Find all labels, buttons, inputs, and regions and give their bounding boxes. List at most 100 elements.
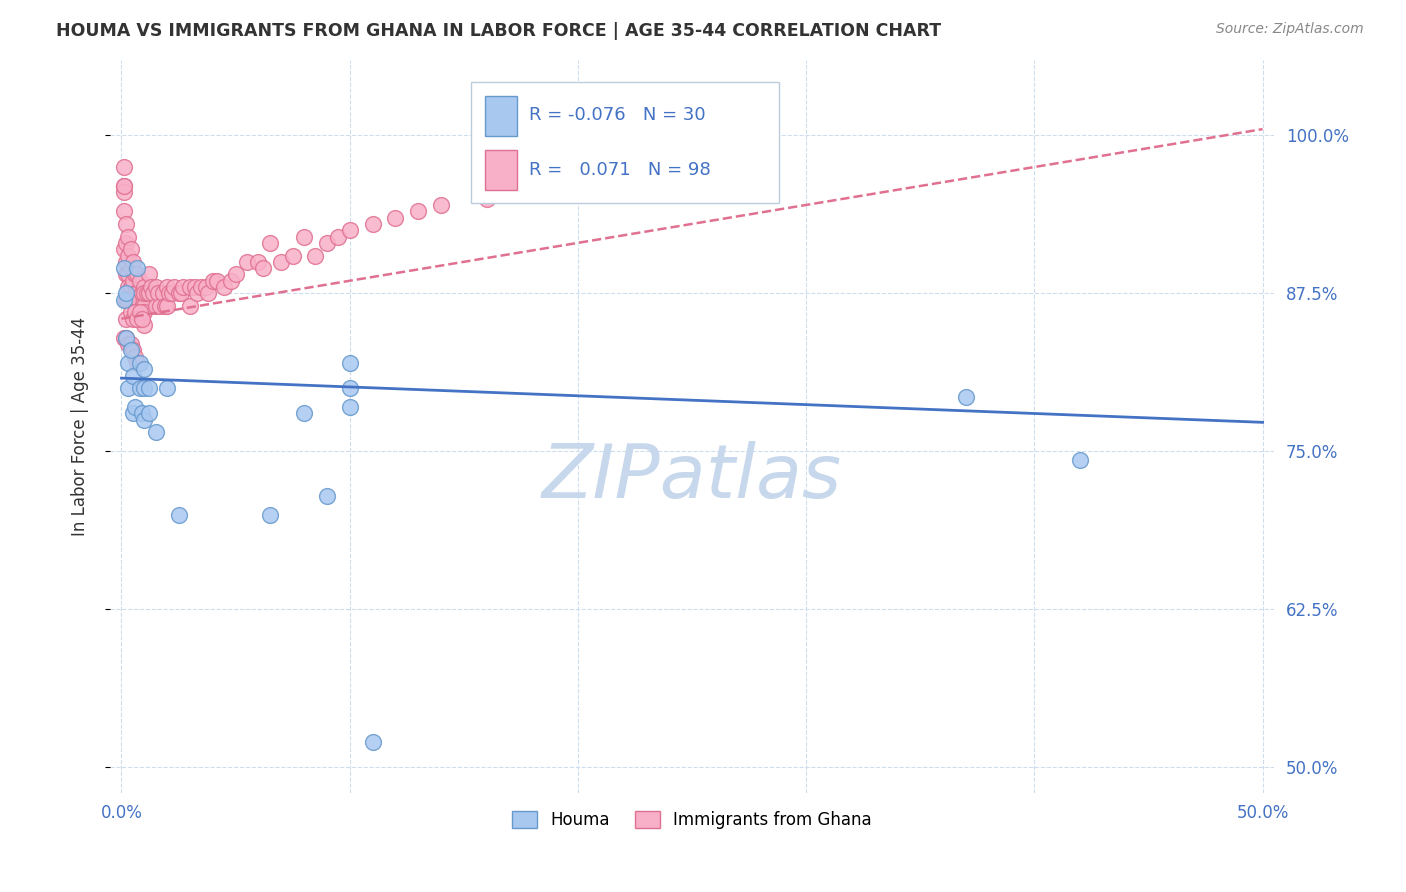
Point <box>115 293 138 307</box>
Point <box>361 217 384 231</box>
Point <box>122 311 145 326</box>
Point <box>112 242 135 256</box>
Point <box>179 280 201 294</box>
Point <box>194 280 217 294</box>
Point <box>190 280 212 294</box>
Point <box>127 268 149 282</box>
Point <box>128 311 150 326</box>
Point <box>142 286 165 301</box>
Point <box>115 217 138 231</box>
Point <box>170 286 193 301</box>
Point <box>115 268 138 282</box>
Point <box>252 261 274 276</box>
Point <box>120 337 142 351</box>
Point <box>131 305 153 319</box>
Point <box>120 242 142 256</box>
Point <box>339 223 361 237</box>
Point <box>127 356 149 370</box>
Point <box>236 255 259 269</box>
Point <box>124 305 146 319</box>
Point <box>138 286 160 301</box>
Y-axis label: In Labor Force | Age 35-44: In Labor Force | Age 35-44 <box>72 317 89 536</box>
Point <box>179 299 201 313</box>
Point <box>134 381 156 395</box>
Point <box>225 268 247 282</box>
Point <box>156 299 179 313</box>
Point <box>163 280 186 294</box>
Point <box>160 286 183 301</box>
Point <box>219 274 242 288</box>
Point <box>131 311 153 326</box>
Point <box>120 280 142 294</box>
Point <box>134 362 156 376</box>
Point <box>270 255 292 269</box>
Point <box>167 508 190 522</box>
Text: R =   0.071   N = 98: R = 0.071 N = 98 <box>529 161 711 179</box>
Point <box>124 286 146 301</box>
Point <box>124 268 146 282</box>
Point <box>197 286 219 301</box>
Point <box>156 381 179 395</box>
Point <box>117 337 139 351</box>
Point <box>122 407 145 421</box>
Point <box>112 331 135 345</box>
Point <box>117 248 139 262</box>
Point <box>122 343 145 358</box>
Point <box>153 299 176 313</box>
Point <box>157 286 180 301</box>
Point <box>201 274 224 288</box>
Point <box>115 293 138 307</box>
Point <box>112 186 135 200</box>
Point <box>212 280 235 294</box>
Point <box>112 179 135 194</box>
Point <box>134 318 156 332</box>
Point <box>406 204 429 219</box>
Point <box>183 280 205 294</box>
Point <box>117 381 139 395</box>
Point <box>122 368 145 383</box>
Point <box>339 381 361 395</box>
Text: HOUMA VS IMMIGRANTS FROM GHANA IN LABOR FORCE | AGE 35-44 CORRELATION CHART: HOUMA VS IMMIGRANTS FROM GHANA IN LABOR … <box>56 22 942 40</box>
Point <box>120 343 142 358</box>
Point <box>115 331 138 345</box>
Point <box>138 381 160 395</box>
Point <box>149 299 172 313</box>
FancyBboxPatch shape <box>471 81 779 202</box>
Point <box>259 508 281 522</box>
Point <box>128 305 150 319</box>
Bar <box>485 95 517 136</box>
Point <box>339 356 361 370</box>
Point <box>128 274 150 288</box>
Point <box>122 274 145 288</box>
Point <box>207 274 229 288</box>
Point <box>128 356 150 370</box>
Point <box>117 280 139 294</box>
Text: Source: ZipAtlas.com: Source: ZipAtlas.com <box>1216 22 1364 37</box>
Point <box>315 235 337 250</box>
Point <box>117 268 139 282</box>
Point <box>115 255 138 269</box>
Point <box>141 280 163 294</box>
Point <box>361 735 384 749</box>
Point <box>292 407 315 421</box>
Point <box>292 229 315 244</box>
Point <box>115 311 138 326</box>
Point <box>247 255 270 269</box>
Point <box>115 286 138 301</box>
Point <box>172 280 194 294</box>
Point <box>134 280 156 294</box>
Point <box>145 299 167 313</box>
Text: ZIPatlas: ZIPatlas <box>541 442 842 514</box>
Point <box>122 293 145 307</box>
Point <box>339 400 361 414</box>
Point <box>112 293 135 307</box>
Point <box>124 400 146 414</box>
Point <box>156 280 179 294</box>
Point <box>120 261 142 276</box>
Point <box>134 299 156 313</box>
Legend: Houma, Immigrants from Ghana: Houma, Immigrants from Ghana <box>506 804 879 836</box>
Point <box>146 286 169 301</box>
Point <box>134 286 156 301</box>
Point <box>259 235 281 250</box>
Point <box>430 198 453 212</box>
